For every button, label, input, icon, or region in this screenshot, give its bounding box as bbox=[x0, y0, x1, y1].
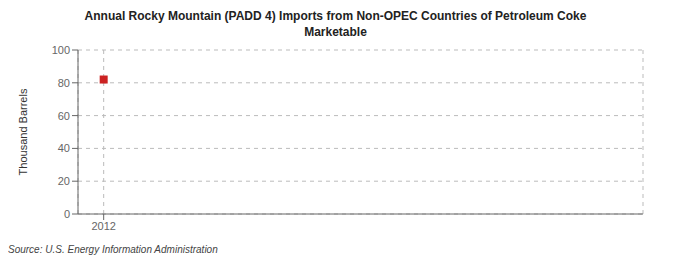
svg-text:60: 60 bbox=[58, 110, 70, 122]
svg-text:40: 40 bbox=[58, 142, 70, 154]
svg-text:2012: 2012 bbox=[91, 220, 115, 232]
svg-text:100: 100 bbox=[52, 44, 70, 56]
svg-text:0: 0 bbox=[64, 208, 70, 220]
html-text:Source: U.S. Energy Informatio: Source: U.S. Energy Information Administ… bbox=[8, 244, 218, 255]
svg-text:20: 20 bbox=[58, 175, 70, 187]
html-text:Annual Rocky Mountain (PADD 4): Annual Rocky Mountain (PADD 4) Imports f… bbox=[84, 9, 587, 39]
svg-text:Thousand Barrels: Thousand Barrels bbox=[17, 88, 29, 175]
svg-text:80: 80 bbox=[58, 77, 70, 89]
